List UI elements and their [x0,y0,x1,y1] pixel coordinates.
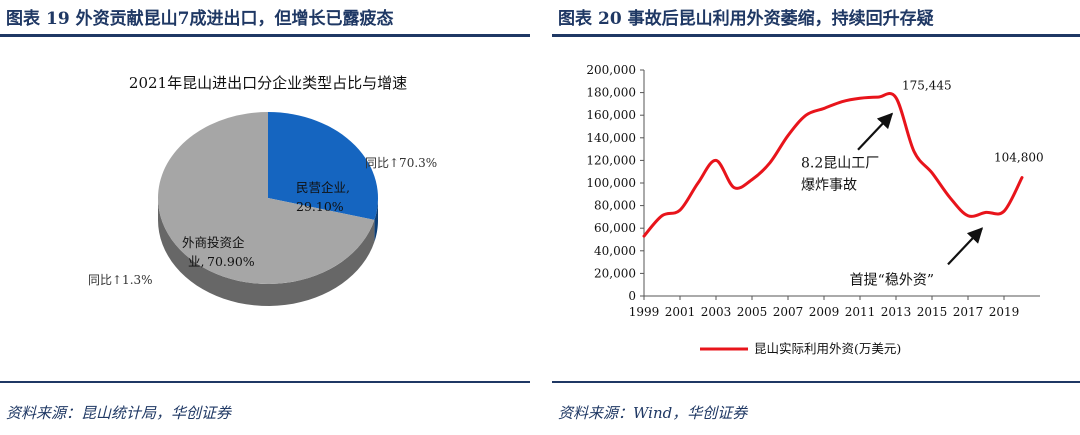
pie-label-foreign-name: 外商投资企 [182,235,245,250]
y-tick-label: 160,000 [586,108,636,122]
pie-slice-1 [157,112,375,284]
figure-20-title-text: 事故后昆山利用外资萎缩，持续回升存疑 [627,9,934,29]
x-tick-label: 2001 [665,305,696,319]
y-tick-label: 140,000 [586,131,636,145]
line-axes: 0 20,000 40,000 60,000 80,000 100,000 120,000 1… [586,63,1040,319]
pie-growth-foreign: 同比↑1.3% [88,273,153,287]
figure-19-number: 19 [46,9,70,29]
line-legend: 昆山实际利用外资(万美元) [700,341,901,356]
figure-19-source: 资料来源：昆山统计局，华创证券 [6,404,232,422]
figure-19-panel: 图表 19 外资贡献昆山7成进出口，但增长已露疲态 2021年昆山进出口分企业类型占… [0,0,530,435]
figure-19-top-rule [0,34,530,37]
figure-19-title-text: 外资贡献昆山7成进出口，但增长已露疲态 [75,9,394,29]
x-tick-label: 2007 [773,305,804,319]
figure-19-bottom-rule [0,381,530,383]
annotation-stabilize: 首提“稳外资” [850,272,934,288]
figure-19-title: 图表 19 外资贡献昆山7成进出口，但增长已露疲态 [6,4,394,29]
figure-20-title: 图表 20 事故后昆山利用外资萎缩，持续回升存疑 [558,4,934,29]
y-tick-label: 60,000 [594,221,636,235]
annotation-accident-line1: 8.2昆山工厂 [801,156,879,172]
y-tick-label: 40,000 [594,244,636,258]
x-tick-label: 1999 [629,305,660,319]
x-tick-label: 2009 [809,305,840,319]
series-line-0 [642,92,1024,238]
annotation-accident-line2: 爆炸事故 [801,178,857,194]
y-tick-label: 120,000 [586,153,636,167]
x-tick-label: 2017 [953,305,984,319]
legend-label: 昆山实际利用外资(万美元) [754,341,901,356]
annotation-arrow [947,227,984,266]
x-tick-label: 2011 [845,305,876,319]
y-tick-label: 100,000 [586,176,636,190]
line-series [642,92,1024,238]
x-tick-label: 2003 [701,305,732,319]
pie-label-foreign-value-prefix: 业, [188,254,204,269]
y-tick-label: 20,000 [594,266,636,280]
pie-chart-title: 2021年昆山进出口分企业类型占比与增速 [129,74,407,92]
pie-label-private-name: 民营企业, [296,180,350,195]
figure-20-number: 20 [598,9,622,29]
pie-label-foreign-value: 70.90% [207,254,255,269]
figure-19-label: 图表 [6,9,40,29]
pie-slice-side-1 [158,198,375,306]
y-tick-label: 200,000 [586,63,636,77]
pie-body [157,112,378,306]
x-tick-label: 2013 [881,305,912,319]
figure-20-label: 图表 [558,9,592,29]
line-chart: 0 20,000 40,000 60,000 80,000 100,000 120,000 1… [586,63,1044,356]
annotation-arrow [857,112,894,151]
data-label: 175,445 [902,79,952,93]
x-tick-label: 2019 [989,305,1020,319]
figure-20-panel: 图表 20 事故后昆山利用外资萎缩，持续回升存疑 0 20,000 40,000 60,0… [552,0,1080,435]
x-tick-label: 2005 [737,305,768,319]
pie-chart: 2021年昆山进出口分企业类型占比与增速 民营企业, 29.10% 外商投资企 … [88,74,437,306]
pie-slice-side-0 [374,198,378,242]
figure-20-bottom-rule [552,381,1080,383]
y-tick-label: 0 [628,289,636,303]
pie-slice-0 [268,112,378,220]
figure-20-top-rule [552,34,1080,37]
data-label: 104,800 [994,151,1044,165]
line-data-labels: 175,445 104,800 [902,79,1044,165]
y-tick-label: 80,000 [594,199,636,213]
pie-growth-private: 同比↑70.3% [365,156,437,170]
y-tick-label: 180,000 [586,86,636,100]
figure-20-source: 资料来源：Wind，华创证券 [558,404,748,422]
x-tick-label: 2015 [917,305,948,319]
pie-label-private-value: 29.10% [296,199,344,214]
